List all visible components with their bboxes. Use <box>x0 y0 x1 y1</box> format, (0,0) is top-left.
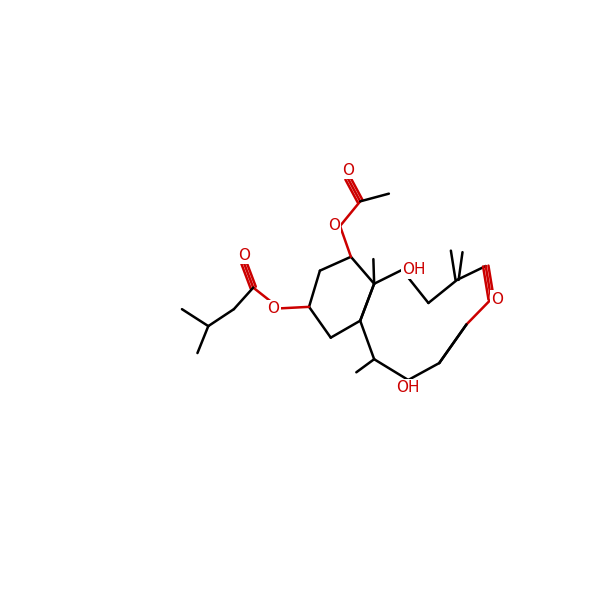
Text: O: O <box>328 218 340 233</box>
Text: O: O <box>268 301 280 316</box>
Text: OH: OH <box>402 262 425 277</box>
Text: OH: OH <box>397 380 420 395</box>
Text: O: O <box>342 163 354 178</box>
Text: O: O <box>238 248 250 263</box>
Text: O: O <box>491 292 503 307</box>
